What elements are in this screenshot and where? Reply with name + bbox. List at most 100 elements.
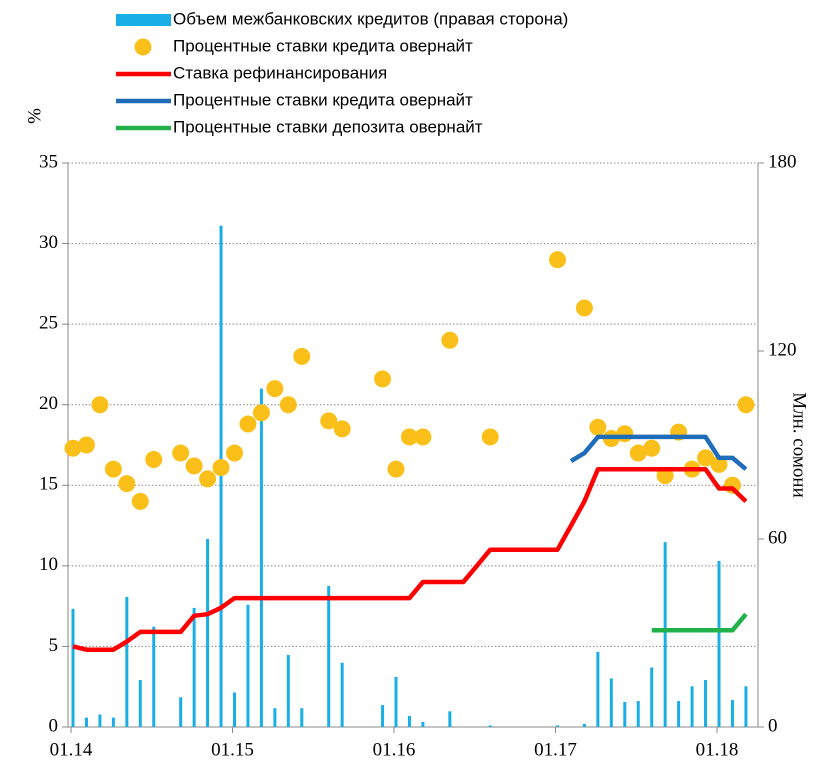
dot [185, 457, 203, 475]
legend-label: Ставка рефинансирования [173, 63, 387, 82]
legend-label: Процентные ставки депозита овернайт [173, 117, 483, 136]
dot [575, 299, 593, 317]
bar [663, 542, 667, 727]
dot [697, 449, 715, 467]
x-tick-label: 01.16 [373, 739, 416, 760]
y2-tick-label: 180 [768, 151, 797, 172]
dot [226, 444, 243, 462]
bar [394, 676, 398, 727]
bar [650, 667, 654, 727]
dot [333, 420, 351, 438]
y2-tick-label: 0 [768, 715, 778, 736]
bar [556, 725, 559, 727]
y-tick-label: 10 [39, 554, 58, 575]
y-tick-label: 35 [39, 151, 58, 172]
bar [246, 604, 250, 727]
y-tick-label: 15 [39, 474, 58, 495]
dot [131, 492, 149, 510]
x-tick-label: 01.18 [696, 739, 739, 760]
dot [737, 396, 755, 414]
dot [441, 331, 459, 349]
bar [259, 388, 263, 727]
dot [643, 439, 661, 457]
bar [286, 654, 290, 727]
dot [279, 396, 297, 414]
bar [677, 700, 681, 727]
legend-label: Процентные ставки кредита овернайт [173, 90, 473, 109]
x-tick-label: 01.17 [534, 739, 577, 760]
dot [374, 370, 392, 388]
dot [77, 436, 95, 454]
dot [266, 380, 284, 398]
bar [582, 723, 586, 727]
line [569, 434, 748, 471]
y2-tick-label: 120 [768, 339, 797, 360]
bar [84, 717, 88, 727]
bar [219, 225, 223, 727]
dot [616, 425, 634, 443]
y2-axis-label: Млн. сомони [789, 392, 810, 497]
dot [118, 475, 136, 493]
bar [111, 717, 115, 727]
bar [690, 686, 694, 727]
bar [327, 586, 331, 727]
y2-tick-label: 60 [768, 527, 787, 548]
x-tick-label: 01.15 [211, 739, 254, 760]
bar [488, 725, 492, 727]
bar [717, 560, 721, 727]
bar [71, 608, 75, 727]
bar [448, 711, 452, 727]
bar [744, 686, 748, 727]
bar [609, 678, 613, 727]
dot [239, 415, 257, 433]
y-tick-label: 5 [49, 635, 59, 656]
y-tick-label: 20 [39, 393, 58, 414]
legend-label: Процентные ставки кредита овернайт [173, 36, 473, 55]
dot [387, 460, 405, 478]
y-tick-label: 0 [49, 715, 59, 736]
bar [98, 714, 102, 727]
bar [596, 651, 600, 727]
bar [340, 662, 344, 727]
bar [407, 716, 411, 727]
dot [104, 460, 122, 478]
dot [320, 412, 338, 430]
dot [172, 444, 190, 462]
bar [206, 539, 210, 727]
y-tick-label: 25 [39, 313, 58, 334]
y-tick-label: 30 [39, 232, 58, 253]
dot [64, 439, 82, 457]
legend-key [116, 14, 171, 26]
bar [730, 700, 734, 727]
dot [549, 251, 566, 269]
bar [300, 708, 304, 727]
dot [293, 347, 311, 365]
bar [421, 721, 425, 727]
dot [145, 451, 163, 469]
bar [125, 596, 129, 727]
dot [481, 428, 499, 446]
legend-key [134, 38, 152, 56]
line [72, 466, 748, 652]
bar [138, 680, 142, 727]
dot [629, 444, 647, 462]
bar [152, 626, 156, 727]
legend-label: Объем межбанковских кредитов (правая сто… [173, 9, 568, 28]
dot [199, 470, 217, 488]
bar [704, 680, 708, 727]
dot [91, 396, 109, 414]
bar [233, 692, 236, 727]
line [651, 612, 748, 633]
bar [381, 705, 385, 727]
dot [212, 459, 230, 477]
dot [414, 428, 432, 446]
dot [252, 404, 270, 422]
dot [589, 418, 607, 436]
bar [636, 700, 640, 727]
dot [400, 428, 418, 446]
bar [623, 701, 627, 727]
bar [192, 607, 196, 727]
y-axis-label: % [24, 108, 45, 124]
x-tick-label: 01.14 [50, 739, 93, 760]
bar [179, 697, 183, 727]
